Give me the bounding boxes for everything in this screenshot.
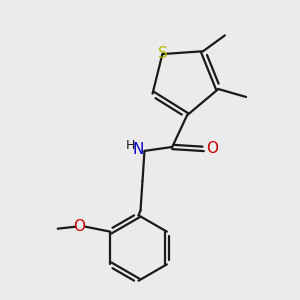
Text: O: O — [206, 141, 218, 156]
Text: O: O — [74, 219, 86, 234]
Text: N: N — [133, 142, 144, 158]
Text: H: H — [126, 140, 135, 152]
Text: S: S — [158, 46, 167, 61]
